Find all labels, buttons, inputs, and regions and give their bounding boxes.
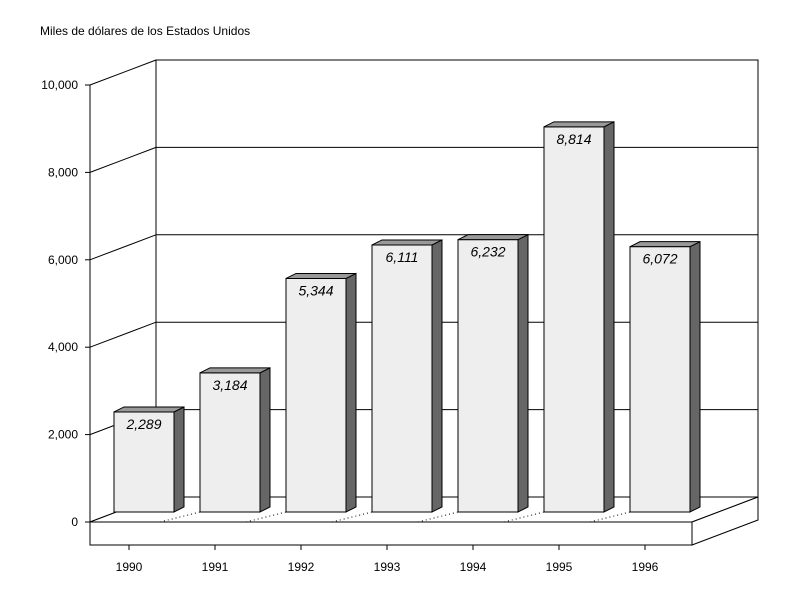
bar: 6,232 <box>457 233 529 513</box>
bar-top <box>113 406 185 413</box>
floor-side <box>691 496 759 546</box>
bar: 6,072 <box>629 240 701 513</box>
x-tick-label: 1995 <box>546 560 573 574</box>
bar-face <box>371 244 433 513</box>
floor-guide <box>245 511 287 523</box>
y-tick-label: 10,000 <box>41 78 78 92</box>
bar-face <box>199 372 261 513</box>
x-tick-label: 1994 <box>460 560 487 574</box>
bar-side <box>603 121 615 513</box>
bar-value-label: 8,814 <box>556 131 591 147</box>
bar-side <box>259 367 271 513</box>
gridline-depth <box>89 146 157 173</box>
bars: 2,289 3,184 5,344 6,111 6,232 8,814 6,072 <box>113 121 701 513</box>
bar-face <box>285 277 347 513</box>
bar-side <box>517 233 529 513</box>
gridline-depth <box>89 59 157 86</box>
y-axis-label: Miles de dólares de los Estados Unidos <box>40 24 250 38</box>
y-tick-label: 0 <box>71 515 78 529</box>
bar-value-label: 5,344 <box>298 282 333 298</box>
floor-guide <box>589 511 631 523</box>
bar-top <box>199 367 271 374</box>
bar-top <box>629 241 701 248</box>
y-tick-label: 8,000 <box>48 165 78 179</box>
floor-guide <box>417 511 459 523</box>
bar-face <box>629 246 691 513</box>
gridline-depth <box>89 321 157 348</box>
bar-value-label: 2,289 <box>125 416 161 432</box>
bar-value-label: 6,072 <box>642 251 677 267</box>
y-tick-label: 2,000 <box>48 428 78 442</box>
x-tick-label: 1992 <box>288 560 315 574</box>
y-tick-label: 4,000 <box>48 340 78 354</box>
bar-top <box>285 272 357 279</box>
x-tick-label: 1996 <box>632 560 659 574</box>
bar-top <box>371 239 443 246</box>
floor-guide <box>159 511 201 523</box>
bar-side <box>345 272 357 513</box>
bar-top <box>543 121 615 128</box>
bar-top <box>457 234 529 241</box>
bar: 8,814 <box>543 121 615 513</box>
bar: 5,344 <box>285 272 357 513</box>
bar-side <box>431 239 443 513</box>
bar-face <box>113 411 175 513</box>
x-tick-label: 1990 <box>116 560 143 574</box>
bar: 3,184 <box>199 367 271 513</box>
floor-guide <box>331 511 373 523</box>
x-tick-label: 1993 <box>374 560 401 574</box>
bar-value-label: 6,111 <box>386 249 419 265</box>
y-axis: 0 2,000 4,000 6,000 8,000 10,000 <box>41 78 91 529</box>
bar-side <box>689 240 701 513</box>
bar: 6,111 <box>371 239 443 513</box>
floor-guide <box>503 511 545 523</box>
bar-value-label: 6,232 <box>470 244 505 260</box>
bar: 2,289 <box>113 406 185 513</box>
gridline-depth <box>89 234 157 261</box>
y-tick-label: 6,000 <box>48 253 78 267</box>
bar-side <box>173 406 185 513</box>
x-tick-label: 1991 <box>202 560 229 574</box>
x-axis: 1990 1991 1992 1993 1994 1995 1996 <box>116 545 659 574</box>
floor-front <box>89 521 693 546</box>
bar-value-label: 3,184 <box>212 377 247 393</box>
bar-face <box>543 126 605 513</box>
bar-face <box>457 239 519 513</box>
